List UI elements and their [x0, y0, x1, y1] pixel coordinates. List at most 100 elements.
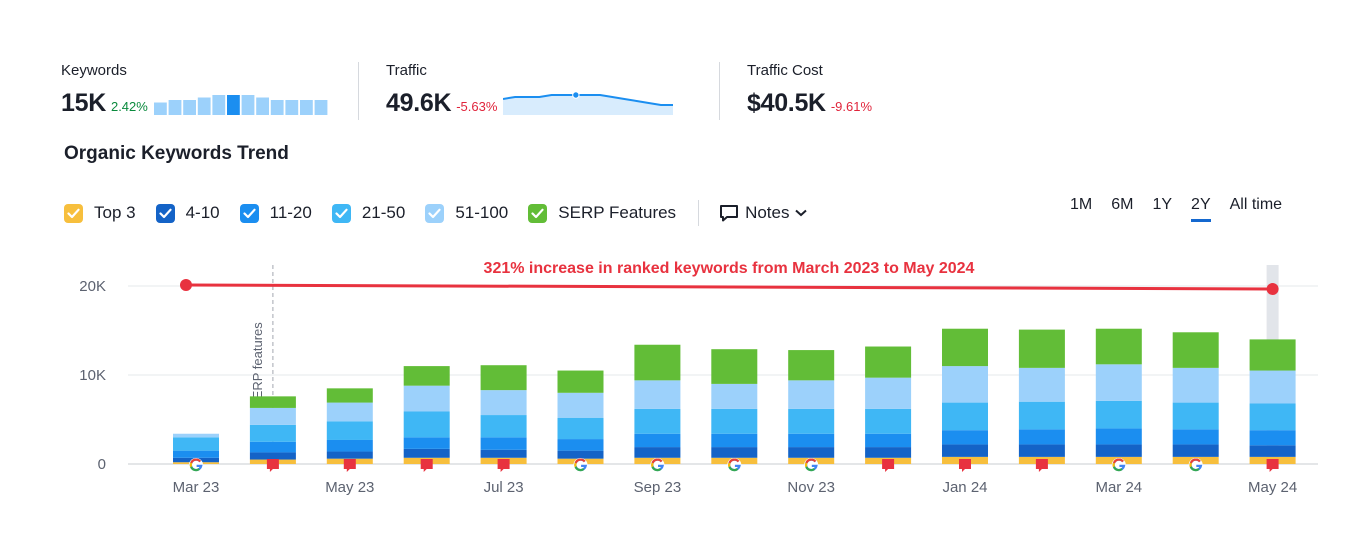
bar-segment-pos4_10[interactable] — [249, 452, 296, 460]
google-icon[interactable] — [1188, 458, 1203, 472]
bar-segment-pos21_50[interactable] — [173, 437, 219, 451]
bar-segment-serp[interactable] — [1249, 339, 1296, 371]
bar-segment-pos21_50[interactable] — [634, 408, 681, 434]
legend-item-pos51_100[interactable]: 51-100 — [425, 203, 508, 223]
bar-segment-pos4_10[interactable] — [480, 449, 527, 458]
bar-segment-pos21_50[interactable] — [788, 408, 835, 434]
bar-segment-pos4_10[interactable] — [1018, 444, 1065, 457]
notes-dropdown[interactable]: Notes — [719, 203, 808, 223]
bar-segment-pos51_100[interactable] — [865, 377, 912, 409]
legend-item-pos4_10[interactable]: 4-10 — [155, 203, 220, 223]
bar-segment-pos11_20[interactable] — [326, 439, 373, 452]
bar-segment-pos51_100[interactable] — [1249, 370, 1296, 404]
bar-segment-pos21_50[interactable] — [942, 402, 988, 431]
legend-checkbox-serp[interactable] — [528, 203, 548, 223]
bar-segment-pos4_10[interactable] — [711, 447, 758, 458]
google-icon[interactable] — [804, 458, 819, 472]
bar-segment-pos21_50[interactable] — [1172, 402, 1219, 430]
bar-segment-pos4_10[interactable] — [865, 447, 912, 458]
bar-segment-pos21_50[interactable] — [865, 408, 912, 434]
bar-segment-serp[interactable] — [326, 388, 373, 403]
bar-segment-serp[interactable] — [1095, 328, 1142, 365]
bar-segment-pos51_100[interactable] — [634, 380, 681, 409]
bar-segment-pos4_10[interactable] — [788, 447, 835, 458]
range-1y[interactable]: 1Y — [1152, 196, 1173, 213]
bar-segment-serp[interactable] — [557, 370, 604, 393]
bar-segment-pos11_20[interactable] — [634, 433, 681, 448]
bar-segment-pos4_10[interactable] — [1249, 445, 1296, 457]
range-2y[interactable]: 2Y — [1191, 196, 1211, 222]
bar-segment-pos11_20[interactable] — [1249, 430, 1296, 446]
bar-segment-serp[interactable] — [403, 366, 450, 386]
bar-segment-pos51_100[interactable] — [1018, 367, 1065, 402]
traffic-cost-metric[interactable]: Traffic Cost $40.5K -9.61% — [747, 62, 872, 117]
bar-segment-pos11_20[interactable] — [1095, 428, 1142, 445]
legend-checkbox-pos21_50[interactable] — [331, 203, 351, 223]
bar-segment-pos4_10[interactable] — [942, 444, 988, 457]
legend-item-top3[interactable]: Top 3 — [64, 203, 136, 223]
bar-segment-pos51_100[interactable] — [173, 433, 219, 438]
bar-segment-pos21_50[interactable] — [403, 411, 450, 438]
bar-segment-pos21_50[interactable] — [557, 417, 604, 440]
google-icon[interactable] — [573, 458, 588, 472]
legend-checkbox-pos51_100[interactable] — [425, 203, 445, 223]
bar-segment-pos11_20[interactable] — [249, 441, 296, 453]
bar-segment-pos11_20[interactable] — [173, 450, 219, 458]
bar-segment-pos11_20[interactable] — [942, 430, 988, 445]
legend-item-pos11_20[interactable]: 11-20 — [239, 203, 312, 223]
range-6m[interactable]: 6M — [1111, 196, 1134, 213]
bar-segment-serp[interactable] — [788, 350, 835, 381]
bar-segment-pos11_20[interactable] — [865, 433, 912, 448]
google-icon[interactable] — [727, 458, 742, 472]
bar-segment-serp[interactable] — [942, 328, 988, 367]
google-icon[interactable] — [189, 458, 203, 472]
note-flag-icon[interactable] — [343, 459, 356, 472]
google-icon[interactable] — [650, 458, 665, 472]
bar-segment-pos11_20[interactable] — [1018, 429, 1065, 445]
bar-segment-pos4_10[interactable] — [557, 450, 604, 459]
bar-segment-serp[interactable] — [1172, 332, 1219, 368]
bar-segment-pos4_10[interactable] — [1095, 444, 1142, 457]
bar-segment-pos21_50[interactable] — [1095, 400, 1142, 429]
bar-segment-pos11_20[interactable] — [788, 433, 835, 448]
legend-item-pos21_50[interactable]: 21-50 — [331, 203, 405, 223]
bar-segment-pos51_100[interactable] — [249, 407, 296, 425]
keywords-metric[interactable]: Keywords 15K 2.42% — [61, 62, 330, 117]
legend-checkbox-pos4_10[interactable] — [155, 203, 175, 223]
bar-segment-serp[interactable] — [711, 349, 758, 384]
note-flag-icon[interactable] — [1266, 459, 1279, 472]
bar-segment-pos11_20[interactable] — [480, 437, 527, 450]
note-flag-icon[interactable] — [266, 459, 279, 472]
google-icon[interactable] — [1111, 458, 1126, 472]
bar-segment-pos11_20[interactable] — [403, 437, 450, 449]
bar-segment-pos51_100[interactable] — [788, 380, 835, 409]
legend-checkbox-pos11_20[interactable] — [239, 203, 259, 223]
bar-segment-serp[interactable] — [1018, 329, 1065, 368]
bar-segment-serp[interactable] — [249, 396, 296, 408]
bar-segment-pos51_100[interactable] — [1172, 367, 1219, 403]
bar-segment-pos21_50[interactable] — [249, 424, 296, 442]
bar-segment-pos51_100[interactable] — [942, 366, 988, 403]
bar-segment-pos4_10[interactable] — [326, 451, 373, 459]
note-flag-icon[interactable] — [497, 459, 510, 472]
bar-segment-pos21_50[interactable] — [480, 415, 527, 438]
bar-segment-pos4_10[interactable] — [403, 448, 450, 458]
bar-segment-pos11_20[interactable] — [1172, 429, 1219, 445]
bar-segment-pos51_100[interactable] — [1095, 364, 1142, 401]
bar-segment-pos51_100[interactable] — [711, 383, 758, 409]
legend-checkbox-top3[interactable] — [64, 203, 83, 223]
bar-segment-serp[interactable] — [480, 365, 527, 391]
bar-segment-pos51_100[interactable] — [557, 392, 604, 418]
bar-segment-pos51_100[interactable] — [480, 390, 527, 416]
range-all-time[interactable]: All time — [1229, 196, 1283, 213]
traffic-metric[interactable]: Traffic 49.6K -5.63% — [386, 62, 674, 117]
bar-segment-pos4_10[interactable] — [634, 447, 681, 458]
bar-segment-serp[interactable] — [865, 346, 912, 378]
range-1m[interactable]: 1M — [1070, 196, 1093, 213]
note-flag-icon[interactable] — [1035, 459, 1048, 472]
bar-segment-pos51_100[interactable] — [403, 385, 450, 412]
bar-segment-pos11_20[interactable] — [557, 439, 604, 451]
bar-segment-pos4_10[interactable] — [1172, 444, 1219, 457]
note-flag-icon[interactable] — [420, 459, 433, 472]
bar-segment-pos21_50[interactable] — [1249, 403, 1296, 431]
